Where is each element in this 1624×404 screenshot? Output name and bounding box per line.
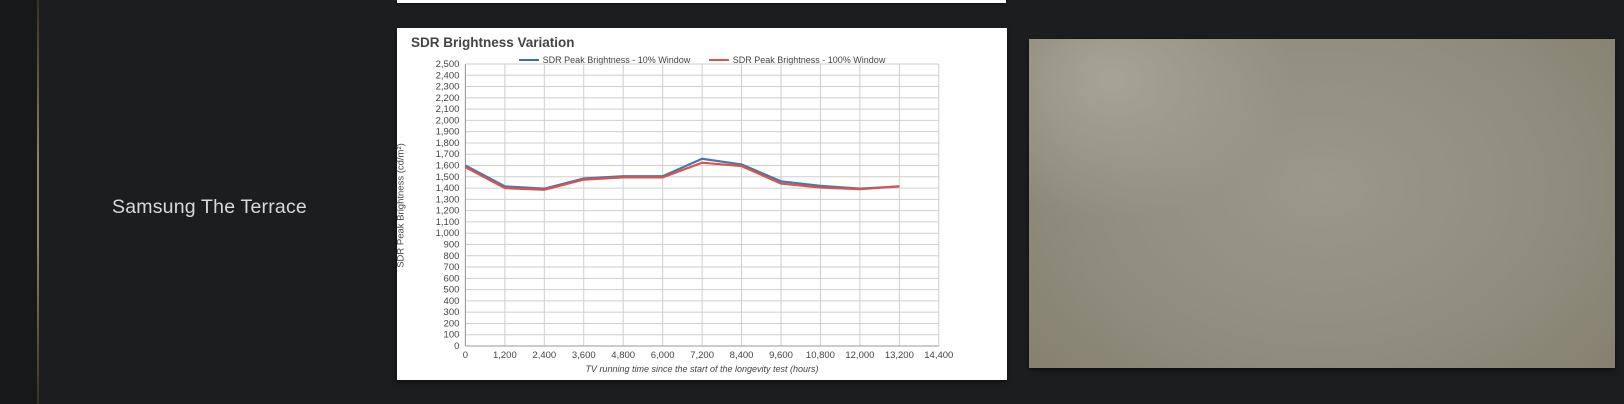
svg-text:1,800: 1,800 xyxy=(436,138,460,149)
svg-text:0: 0 xyxy=(454,341,459,352)
svg-text:1,200: 1,200 xyxy=(436,206,460,217)
svg-text:14,400: 14,400 xyxy=(924,350,953,361)
svg-text:10,800: 10,800 xyxy=(806,350,835,361)
svg-text:1,100: 1,100 xyxy=(436,217,460,228)
svg-text:200: 200 xyxy=(444,318,460,329)
svg-text:2,200: 2,200 xyxy=(436,93,460,104)
svg-text:2,500: 2,500 xyxy=(436,59,460,70)
svg-text:8,400: 8,400 xyxy=(730,350,754,361)
svg-text:9,600: 9,600 xyxy=(769,350,793,361)
svg-text:4,800: 4,800 xyxy=(611,350,635,361)
svg-text:1,300: 1,300 xyxy=(436,194,460,205)
svg-text:2,400: 2,400 xyxy=(532,350,556,361)
svg-text:600: 600 xyxy=(444,273,460,284)
svg-text:2,000: 2,000 xyxy=(436,115,460,126)
svg-text:1,000: 1,000 xyxy=(436,228,460,239)
svg-text:1,400: 1,400 xyxy=(436,183,460,194)
svg-text:300: 300 xyxy=(444,307,460,318)
svg-text:2,100: 2,100 xyxy=(436,104,460,115)
svg-text:1,500: 1,500 xyxy=(436,172,460,183)
svg-text:2,400: 2,400 xyxy=(436,70,460,81)
svg-text:3,600: 3,600 xyxy=(572,350,596,361)
svg-text:2,300: 2,300 xyxy=(436,82,460,93)
svg-text:700: 700 xyxy=(444,262,460,273)
svg-text:6,000: 6,000 xyxy=(651,350,675,361)
svg-text:800: 800 xyxy=(444,251,460,262)
svg-text:1,700: 1,700 xyxy=(436,149,460,160)
svg-text:12,000: 12,000 xyxy=(845,350,874,361)
svg-text:1,200: 1,200 xyxy=(493,350,517,361)
svg-text:500: 500 xyxy=(444,285,460,296)
svg-text:100: 100 xyxy=(444,330,460,341)
svg-text:1,600: 1,600 xyxy=(436,161,460,172)
svg-text:900: 900 xyxy=(444,239,460,250)
svg-text:1,900: 1,900 xyxy=(436,127,460,138)
svg-text:0: 0 xyxy=(463,350,468,361)
svg-text:400: 400 xyxy=(444,296,460,307)
svg-text:7,200: 7,200 xyxy=(690,350,714,361)
svg-text:13,200: 13,200 xyxy=(885,350,914,361)
